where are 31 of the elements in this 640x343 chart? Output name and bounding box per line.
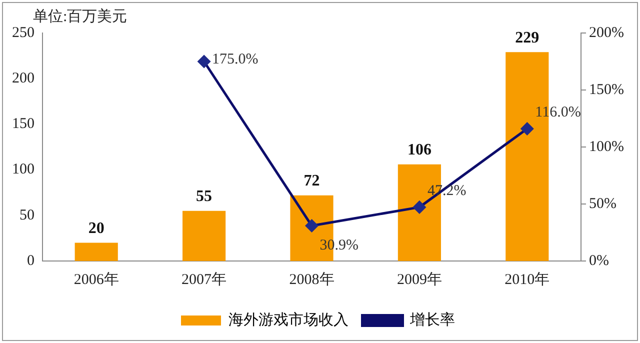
x-tick-label: 2009年 — [396, 270, 442, 288]
y-tick-label: 50 — [20, 207, 34, 224]
point — [520, 122, 534, 136]
x-tick-label: 2010年 — [504, 270, 550, 288]
data-label: 175.0% — [212, 51, 258, 68]
y-tick-label: 100 — [12, 162, 34, 178]
legend-label: 增长率 — [409, 311, 455, 328]
x-tick-label: 2006年 — [74, 270, 119, 288]
data-label: 72 — [304, 172, 320, 190]
data-label: 106 — [407, 141, 432, 158]
y2-tick-label: 50% — [589, 196, 617, 212]
y-axis-title: 单位:百万美元 — [33, 8, 128, 25]
y2-tick-label: 0% — [589, 252, 610, 269]
y2-tick-label: 150% — [589, 82, 624, 98]
x-tick-label: 2007年 — [182, 270, 227, 288]
point — [198, 55, 210, 68]
data-label: 229 — [515, 29, 540, 46]
bar — [74, 242, 118, 261]
x-tick-label: 2008年 — [289, 270, 334, 288]
y2-tick-label: 200% — [589, 24, 624, 41]
y-tick-label: 200 — [12, 70, 34, 87]
data-label: 55 — [196, 188, 212, 205]
y-tick-label: 250 — [12, 24, 34, 41]
y-tick-label: 0 — [27, 252, 34, 269]
point — [413, 200, 426, 214]
bar — [182, 210, 226, 261]
legend-label: 海外游戏市场收入 — [228, 311, 348, 328]
y2-tick-label: 100% — [589, 138, 624, 155]
data-label: 20 — [88, 220, 104, 237]
y-tick-label: 150 — [12, 116, 34, 132]
point — [306, 220, 318, 232]
